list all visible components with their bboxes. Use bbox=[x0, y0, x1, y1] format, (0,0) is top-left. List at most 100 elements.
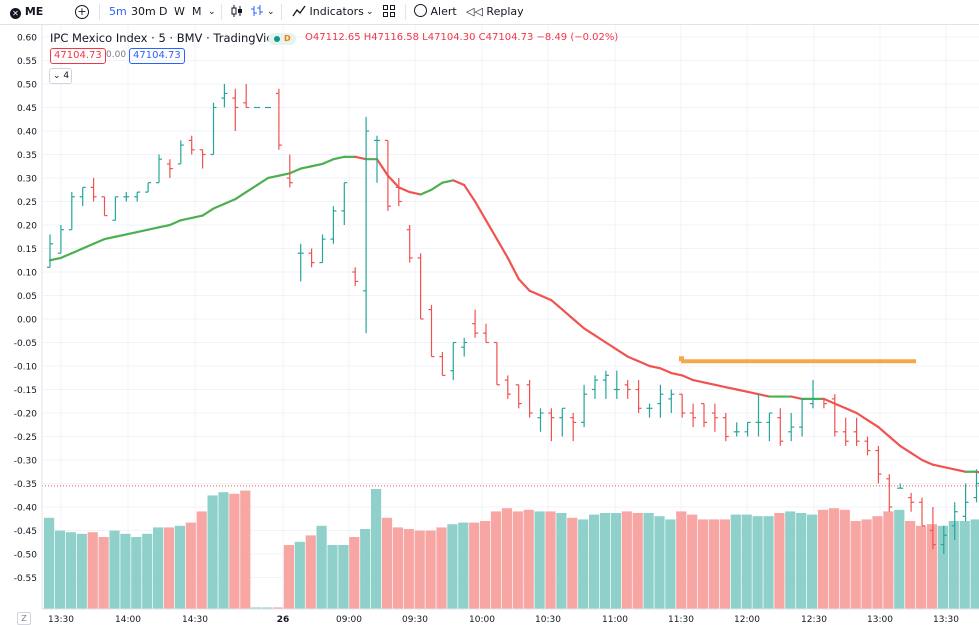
volume-bar bbox=[393, 527, 403, 609]
ma-segment bbox=[181, 218, 192, 220]
ma-segment bbox=[399, 187, 410, 192]
alarm-clock-icon bbox=[414, 4, 427, 17]
volume-bar bbox=[676, 511, 686, 609]
volume-bar bbox=[644, 513, 654, 609]
delayed-badge: D bbox=[284, 33, 291, 45]
volume-bar bbox=[720, 519, 730, 609]
interval-30m[interactable]: 30m bbox=[131, 0, 156, 24]
buy-price-badge[interactable]: 47104.73 bbox=[129, 48, 185, 64]
sell-price-badge[interactable]: 47104.73 bbox=[50, 48, 106, 64]
candles-chart-type-icon[interactable] bbox=[230, 0, 244, 24]
volume-bar bbox=[153, 527, 163, 609]
y-tick-label: 0.30 bbox=[17, 175, 37, 185]
price-chart[interactable]: 0.600.550.500.450.400.350.300.250.200.15… bbox=[0, 25, 979, 624]
volume-bar bbox=[687, 515, 697, 609]
moving-average-line bbox=[50, 157, 979, 474]
volume-bar bbox=[469, 523, 479, 609]
indicators-collapse-button[interactable]: ⌄ 4 bbox=[49, 68, 72, 84]
ohlc-bar bbox=[102, 197, 108, 216]
ma-segment bbox=[541, 296, 552, 301]
timezone-toggle-button[interactable]: Z bbox=[17, 612, 31, 625]
ma-segment bbox=[584, 328, 595, 335]
volume-bar bbox=[883, 511, 893, 609]
ohlc-bar bbox=[745, 422, 751, 436]
replay-button[interactable]: ◁◁ Replay bbox=[466, 0, 524, 24]
y-tick-label: -0.35 bbox=[14, 480, 37, 490]
volume-bar bbox=[295, 542, 305, 609]
volume-bar bbox=[44, 518, 54, 609]
x-tick-label: 13:30 bbox=[933, 615, 959, 624]
ma-segment bbox=[486, 220, 497, 239]
ohlc-bar bbox=[854, 418, 860, 446]
chart-type-chevron-down-icon[interactable]: ⌄ bbox=[267, 0, 275, 24]
ohlc-bar bbox=[309, 249, 315, 268]
interval-chevron-down-icon[interactable]: ⌄ bbox=[208, 0, 216, 24]
ohlc-bar bbox=[112, 197, 118, 221]
ma-segment bbox=[203, 209, 214, 216]
indicators-button[interactable]: Indicators bbox=[292, 0, 364, 24]
divider bbox=[281, 4, 282, 20]
ohlc-bar bbox=[668, 390, 674, 414]
volume-bar bbox=[415, 531, 425, 609]
ohlc-bar bbox=[908, 493, 914, 512]
x-tick-label: 12:30 bbox=[801, 615, 827, 624]
volume-bar bbox=[654, 516, 664, 609]
compare-add-icon[interactable]: + bbox=[75, 0, 89, 24]
ohlc-bar bbox=[178, 140, 184, 164]
volume-bar bbox=[382, 518, 392, 609]
volume-bar bbox=[436, 527, 446, 609]
interval-m[interactable]: M bbox=[192, 0, 202, 24]
templates-grid-icon[interactable] bbox=[383, 0, 395, 24]
ohlc-bar bbox=[439, 352, 445, 376]
y-tick-label: 0.40 bbox=[17, 128, 37, 138]
ohlc-bar bbox=[647, 404, 653, 418]
volume-bar bbox=[763, 516, 773, 609]
volume-bar bbox=[960, 521, 970, 609]
indicators-label: Indicators bbox=[310, 5, 364, 18]
ma-segment bbox=[846, 408, 857, 413]
ohlc-bar bbox=[91, 178, 97, 202]
ohlc-bar bbox=[603, 371, 609, 399]
volume-bar bbox=[426, 531, 436, 609]
interval-5m[interactable]: 5m bbox=[109, 0, 127, 24]
ma-segment bbox=[933, 465, 944, 467]
ma-segment bbox=[464, 185, 475, 201]
ohlc-bar bbox=[886, 474, 892, 512]
symbol-button[interactable]: ✕ ME bbox=[10, 0, 43, 24]
bars-chart-type-icon[interactable] bbox=[250, 0, 264, 24]
ma-segment bbox=[824, 399, 835, 404]
ma-segment bbox=[72, 249, 83, 254]
y-tick-label: 0.50 bbox=[17, 81, 37, 91]
volume-bar bbox=[338, 545, 348, 609]
volume-bar bbox=[306, 535, 316, 609]
volume-bar bbox=[447, 524, 457, 609]
volume-bar bbox=[742, 515, 752, 609]
ma-segment bbox=[137, 230, 148, 232]
alert-button[interactable]: Alert bbox=[414, 0, 457, 24]
volume-bar bbox=[142, 534, 152, 609]
ohlc-bar bbox=[636, 380, 642, 413]
indicators-chevron-down-icon[interactable]: ⌄ bbox=[366, 0, 374, 24]
volume-bar bbox=[371, 489, 381, 609]
ohlc-bar bbox=[527, 380, 533, 418]
y-tick-label: 0.35 bbox=[17, 151, 37, 161]
ma-segment bbox=[944, 467, 955, 469]
x-tick-label: 10:00 bbox=[469, 615, 495, 624]
volume-bar bbox=[109, 531, 119, 609]
ohlc-bar bbox=[145, 183, 151, 192]
ohlc-bar bbox=[777, 408, 783, 446]
ohlc-bar bbox=[418, 253, 424, 319]
ohlc-bar bbox=[734, 422, 740, 436]
volume-bar bbox=[818, 510, 828, 609]
interval-w[interactable]: W bbox=[174, 0, 185, 24]
volume-bar bbox=[916, 526, 926, 609]
interval-d[interactable]: D bbox=[159, 0, 167, 24]
volume-bar bbox=[698, 519, 708, 609]
volume-bar bbox=[491, 511, 501, 609]
ohlc-bar bbox=[679, 394, 685, 418]
ma-segment bbox=[475, 202, 486, 221]
volume-bar bbox=[99, 537, 109, 609]
divider bbox=[221, 4, 222, 20]
ma-segment bbox=[748, 392, 759, 394]
